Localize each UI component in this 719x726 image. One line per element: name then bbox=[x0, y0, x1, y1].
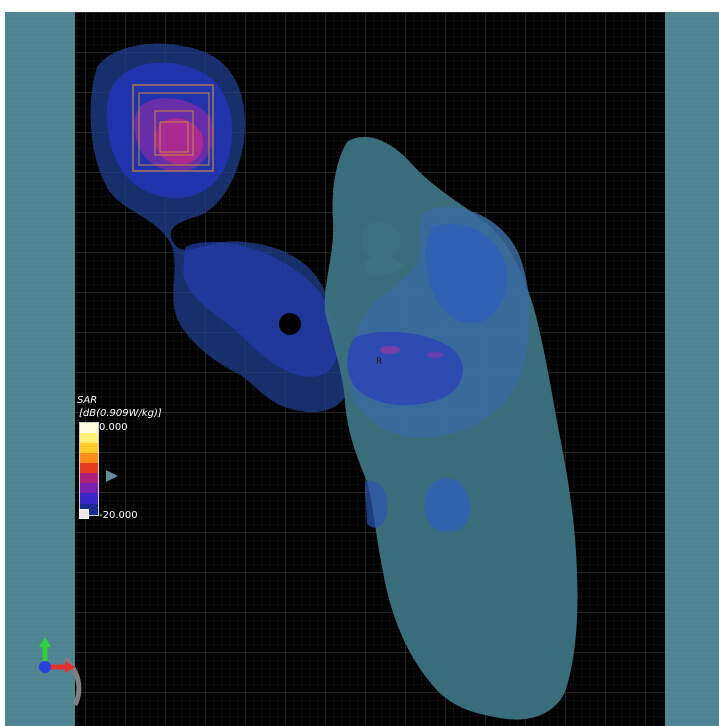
probe-point-label: R bbox=[376, 357, 383, 367]
auto-range-button[interactable] bbox=[79, 509, 89, 519]
3d-viewport[interactable]: SAR [dB(0.909W/kg)] 0.000 -20.000 R bbox=[5, 12, 719, 726]
sar-distribution-left bbox=[90, 43, 356, 413]
legend-unit: [dB(0.909W/kg)] bbox=[79, 408, 162, 419]
phantom-side-left bbox=[5, 12, 75, 726]
scan-volume-boxes[interactable] bbox=[132, 84, 214, 172]
legend-level-marker[interactable] bbox=[106, 470, 118, 482]
colorbar bbox=[79, 422, 99, 516]
legend-min-value: -20.000 bbox=[99, 510, 138, 521]
phantom-side-right bbox=[665, 12, 719, 726]
sar-scene[interactable] bbox=[5, 12, 719, 726]
z-axis-dot bbox=[39, 661, 51, 673]
legend-quantity: SAR bbox=[77, 395, 98, 406]
sar-distribution-right bbox=[347, 207, 530, 533]
rotation-arc[interactable] bbox=[63, 657, 82, 707]
legend-max-value: 0.000 bbox=[99, 422, 128, 433]
axes-orientation-gizmo[interactable] bbox=[39, 637, 82, 707]
